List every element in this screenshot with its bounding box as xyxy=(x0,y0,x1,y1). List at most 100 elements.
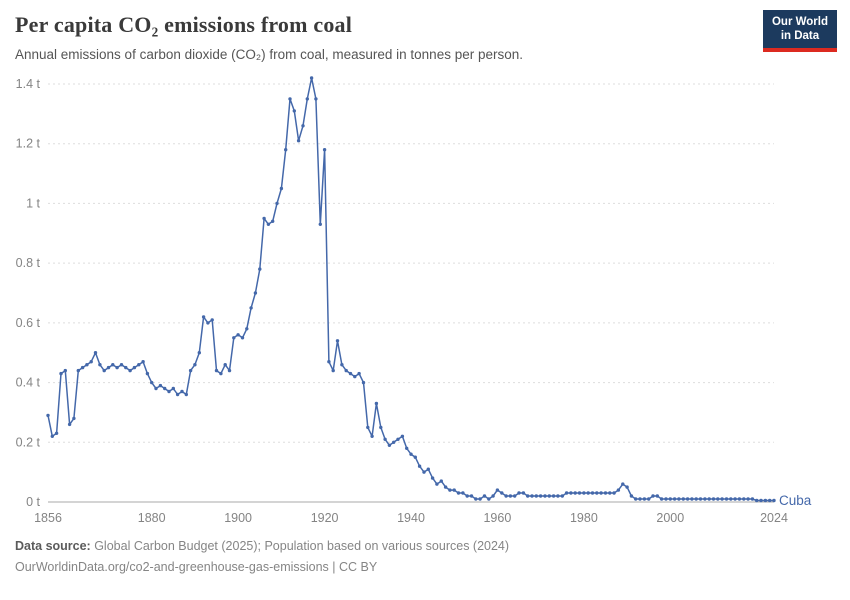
data-point[interactable] xyxy=(240,336,245,340)
data-point[interactable] xyxy=(586,491,590,495)
data-point[interactable] xyxy=(137,363,141,367)
data-point[interactable] xyxy=(93,351,98,355)
data-point[interactable] xyxy=(279,186,284,191)
data-point[interactable] xyxy=(331,368,335,373)
data-point[interactable] xyxy=(703,497,707,501)
data-point[interactable] xyxy=(400,434,405,438)
data-point[interactable] xyxy=(430,476,435,480)
data-point[interactable] xyxy=(668,497,672,501)
data-point[interactable] xyxy=(63,368,67,373)
data-point[interactable] xyxy=(487,497,491,501)
data-point[interactable] xyxy=(638,497,642,501)
data-point[interactable] xyxy=(677,497,681,501)
data-point[interactable] xyxy=(491,494,495,498)
data-point[interactable] xyxy=(422,470,426,474)
data-point[interactable] xyxy=(599,491,603,495)
data-point[interactable] xyxy=(478,497,482,501)
data-point[interactable] xyxy=(284,148,288,152)
data-point[interactable] xyxy=(711,497,716,501)
data-point[interactable] xyxy=(737,497,742,501)
data-point[interactable] xyxy=(664,497,668,501)
data-point[interactable] xyxy=(569,491,573,495)
data-point[interactable] xyxy=(322,148,327,152)
data-point[interactable] xyxy=(508,494,513,498)
data-point[interactable] xyxy=(538,494,543,498)
data-point[interactable] xyxy=(733,497,737,501)
data-point[interactable] xyxy=(85,363,89,367)
data-point[interactable] xyxy=(582,491,586,495)
data-point[interactable] xyxy=(124,365,128,370)
data-point[interactable] xyxy=(361,380,366,385)
data-point[interactable] xyxy=(89,360,93,364)
data-point[interactable] xyxy=(755,498,759,503)
data-point[interactable] xyxy=(193,363,197,367)
data-point[interactable] xyxy=(348,371,353,376)
owid-logo[interactable]: Our World in Data xyxy=(762,10,837,52)
data-point[interactable] xyxy=(534,494,538,498)
data-point[interactable] xyxy=(301,124,305,128)
footer-link-line[interactable]: OurWorldinData.org/co2-and-greenhouse-ga… xyxy=(15,560,378,574)
data-point[interactable] xyxy=(292,109,296,113)
data-point[interactable] xyxy=(167,389,171,394)
data-point[interactable] xyxy=(461,491,465,495)
data-point[interactable] xyxy=(163,386,167,391)
data-point[interactable] xyxy=(672,497,677,501)
data-point[interactable] xyxy=(158,383,163,388)
data-point[interactable] xyxy=(612,491,616,495)
data-point[interactable] xyxy=(357,371,361,376)
data-point[interactable] xyxy=(603,491,608,495)
data-point[interactable] xyxy=(634,497,638,501)
data-point[interactable] xyxy=(227,368,232,373)
data-point[interactable] xyxy=(685,497,690,501)
data-point[interactable] xyxy=(141,360,145,364)
data-point[interactable] xyxy=(258,267,262,271)
data-point[interactable] xyxy=(772,498,776,503)
data-point[interactable] xyxy=(647,497,651,501)
data-point[interactable] xyxy=(262,216,266,221)
data-point[interactable] xyxy=(396,437,400,441)
data-point[interactable] xyxy=(128,368,132,373)
data-point[interactable] xyxy=(724,497,729,501)
data-point[interactable] xyxy=(201,315,206,319)
data-point[interactable] xyxy=(547,494,551,498)
data-point[interactable] xyxy=(595,491,599,495)
data-point[interactable] xyxy=(335,339,340,343)
data-point[interactable] xyxy=(439,479,443,483)
data-point[interactable] xyxy=(271,219,275,223)
data-point[interactable] xyxy=(750,497,755,501)
data-point[interactable] xyxy=(197,351,201,355)
data-point[interactable] xyxy=(530,494,534,498)
line-chart[interactable]: 0 t 0.2 t 0.4 t 0.6 t 0.8 t 1 t 1.2 t 1.4 t 1856… xyxy=(0,68,850,530)
data-point[interactable] xyxy=(495,488,500,492)
data-line[interactable] xyxy=(47,77,775,502)
data-point[interactable] xyxy=(76,368,81,373)
data-point[interactable] xyxy=(314,97,318,101)
data-point[interactable] xyxy=(180,389,184,394)
data-point[interactable] xyxy=(111,363,115,367)
data-point[interactable] xyxy=(145,371,150,376)
data-point[interactable] xyxy=(642,497,647,501)
data-point[interactable] xyxy=(759,498,763,503)
data-point[interactable] xyxy=(59,371,63,376)
data-point[interactable] xyxy=(353,374,357,379)
data-point[interactable] xyxy=(102,368,106,373)
data-point[interactable] xyxy=(698,497,703,501)
data-point[interactable] xyxy=(288,97,292,101)
data-point[interactable] xyxy=(409,452,413,456)
data-point[interactable] xyxy=(474,497,478,501)
data-point[interactable] xyxy=(482,494,487,498)
data-point[interactable] xyxy=(625,485,629,489)
data-point[interactable] xyxy=(590,491,595,495)
data-point[interactable] xyxy=(504,494,508,498)
data-point[interactable] xyxy=(746,497,750,501)
data-point[interactable] xyxy=(327,360,331,364)
data-point[interactable] xyxy=(556,494,560,498)
data-point[interactable] xyxy=(763,498,768,503)
data-point[interactable] xyxy=(296,139,301,143)
data-point[interactable] xyxy=(253,291,258,295)
data-point[interactable] xyxy=(413,455,417,459)
data-point[interactable] xyxy=(46,413,50,418)
data-point[interactable] xyxy=(370,434,374,438)
data-point[interactable] xyxy=(223,363,227,367)
data-point[interactable] xyxy=(629,494,634,498)
